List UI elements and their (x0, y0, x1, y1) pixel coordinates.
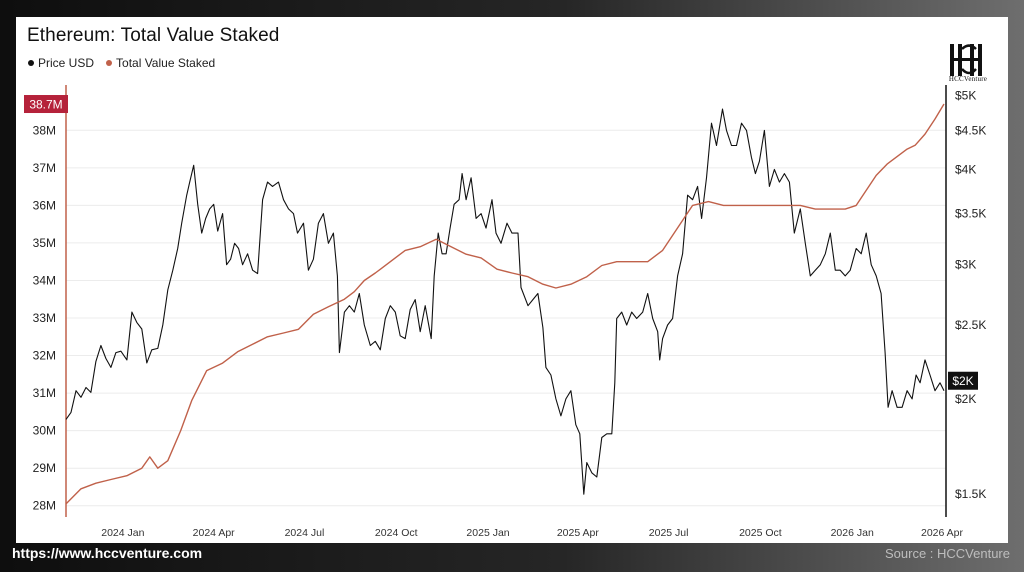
x-tick-label-8: 2026 Jan (831, 527, 874, 539)
logo-text: HCCVenture (948, 75, 988, 83)
footer-source: Source : HCCVenture (884, 546, 1010, 561)
x-tick-label-6: 2025 Jul (649, 527, 689, 539)
right-current-badge (948, 371, 978, 390)
left-tick-label-10: 38M (33, 123, 56, 137)
left-current-label: 38.7M (29, 98, 62, 112)
footer-url[interactable]: https://www.hccventure.com (12, 545, 203, 561)
right-tick-label-0: $1.5K (955, 487, 986, 501)
right-tick-label-3: $3K (955, 258, 976, 272)
hcc-logo (950, 44, 982, 76)
legend-label-staked: Total Value Staked (116, 56, 216, 70)
right-tick-label-4: $3.5K (955, 207, 986, 221)
left-tick-label-5: 33M (33, 311, 56, 325)
x-tick-label-2: 2024 Jul (285, 527, 325, 539)
left-tick-label-4: 32M (33, 349, 56, 363)
left-tick-label-0: 28M (33, 499, 56, 513)
x-tick-label-1: 2024 Apr (193, 527, 236, 539)
x-tick-label-3: 2024 Oct (375, 527, 418, 539)
x-tick-label-0: 2024 Jan (101, 527, 144, 539)
legend-item-staked[interactable]: Total Value Staked (106, 56, 215, 70)
left-current-badge (24, 95, 68, 114)
left-tick-label-9: 37M (33, 161, 56, 175)
right-tick-label-5: $4K (955, 162, 976, 176)
x-tick-label-9: 2026 Apr (921, 527, 964, 539)
left-tick-label-8: 36M (33, 198, 56, 212)
chart-plot: 28M 29M 30M 31M 32M 33M 34M 35M 36M 37M 38M $1.5K $2… (24, 85, 986, 539)
left-tick-label-2: 30M (33, 424, 56, 438)
chart-card: Ethereum: Total Value Staked Price USD T… (16, 17, 1008, 543)
right-current-label: $2K (952, 374, 973, 388)
chart-legend: Price USD Total Value Staked (28, 56, 215, 70)
right-tick-label-7: $5K (955, 89, 976, 103)
legend-marker-staked (106, 60, 113, 66)
left-tick-label-1: 29M (33, 461, 56, 475)
x-tick-label-4: 2025 Jan (466, 527, 509, 539)
series-line-staked (65, 103, 945, 505)
left-tick-label-7: 35M (33, 236, 56, 250)
right-tick-label-2: $2.5K (955, 318, 986, 332)
legend-item-price[interactable]: Price USD (28, 56, 94, 70)
right-tick-label-6: $4.5K (955, 123, 986, 137)
legend-marker-price (28, 60, 34, 66)
x-tick-label-7: 2025 Oct (739, 527, 782, 539)
x-tick-label-5: 2025 Apr (557, 527, 600, 539)
legend-label-price: Price USD (38, 56, 95, 70)
left-tick-label-3: 31M (33, 386, 56, 400)
series-line-price (65, 108, 945, 495)
left-tick-label-6: 34M (33, 273, 56, 287)
chart-title: Ethereum: Total Value Staked (27, 25, 280, 46)
right-tick-label-1: $2K (955, 392, 976, 406)
